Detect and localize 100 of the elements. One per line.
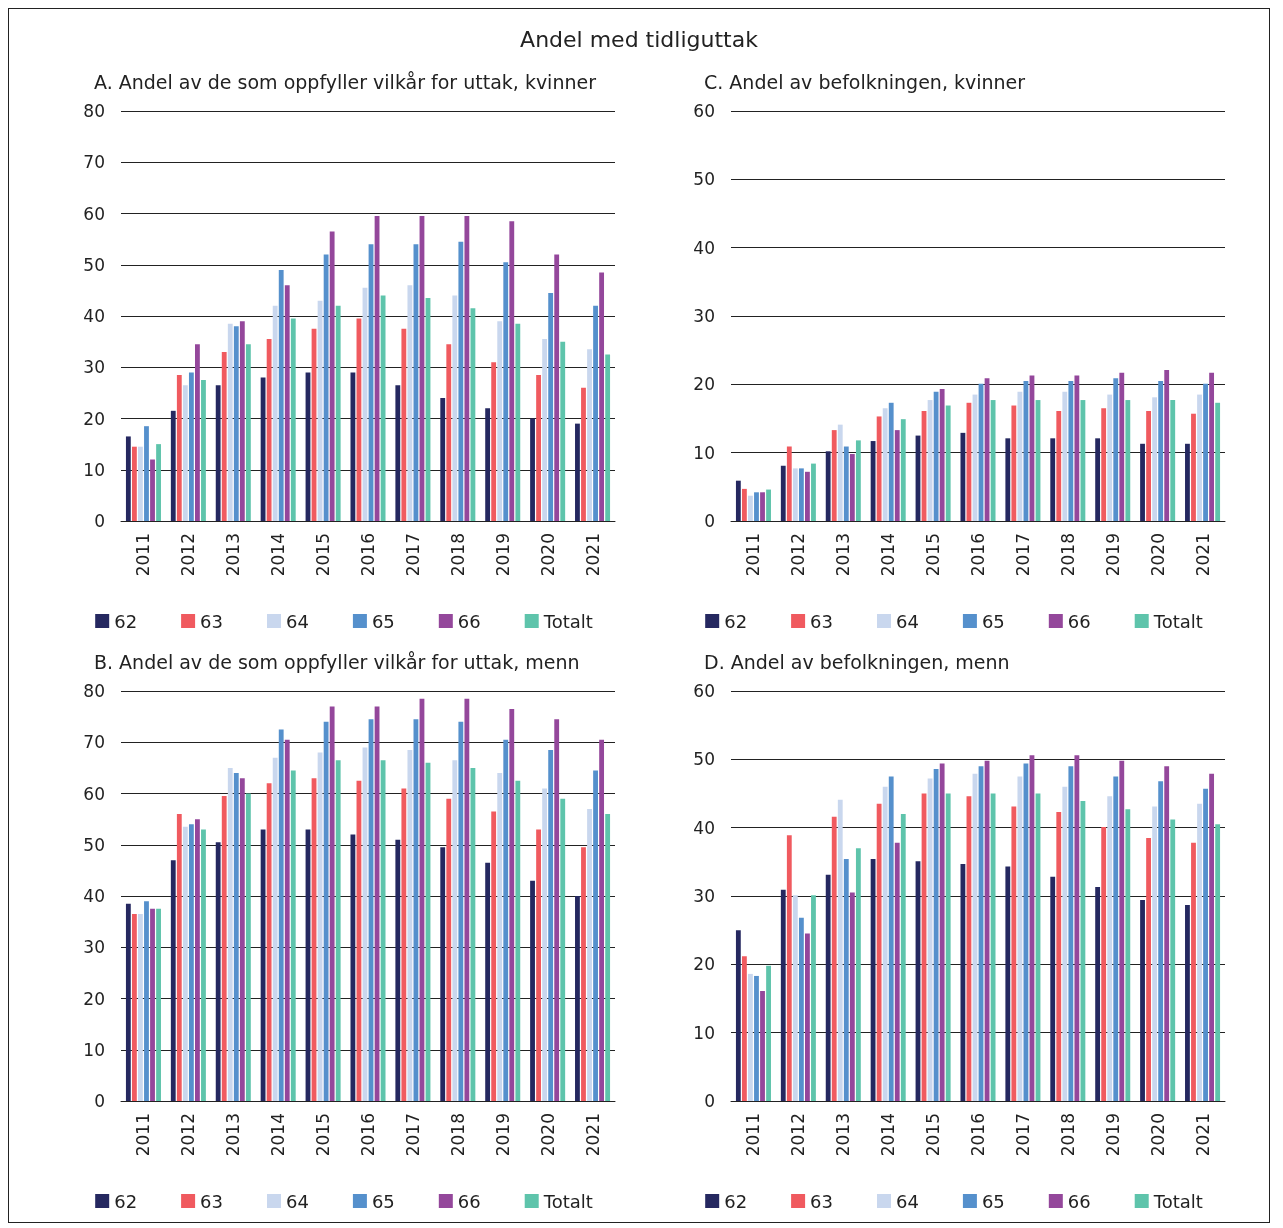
bar <box>542 339 548 521</box>
x-tick-label: 2016 <box>968 533 988 577</box>
x-tick-label: 2012 <box>178 1113 199 1157</box>
x-tick-label: 2020 <box>1147 1113 1168 1157</box>
bar <box>960 863 966 1101</box>
bar <box>605 354 611 521</box>
bar <box>780 465 786 521</box>
bar <box>215 842 221 1101</box>
x-tick-label: 2012 <box>788 533 809 577</box>
bar <box>1107 796 1113 1101</box>
y-tick-label: 10 <box>693 442 715 463</box>
bar <box>894 842 900 1101</box>
y-tick-label: 60 <box>693 101 715 121</box>
bar <box>485 862 491 1101</box>
bar <box>458 241 464 521</box>
bar <box>170 410 176 521</box>
bar <box>811 463 816 521</box>
bar <box>446 344 452 521</box>
bar <box>876 416 882 521</box>
bar <box>144 901 149 1101</box>
bar <box>1119 760 1125 1101</box>
bar <box>227 323 233 521</box>
x-tick-label: 2021 <box>1192 533 1213 577</box>
bar <box>1005 866 1011 1101</box>
x-tick-label: 2019 <box>492 533 513 577</box>
bar <box>395 385 401 521</box>
bar <box>1197 803 1202 1101</box>
bar <box>1197 394 1202 521</box>
bar <box>290 318 296 521</box>
y-tick-label: 10 <box>83 1039 105 1060</box>
bar <box>1152 806 1158 1101</box>
bar <box>1062 391 1068 521</box>
x-tick-label: 2011 <box>743 1113 764 1157</box>
bar <box>215 385 221 521</box>
bar <box>754 492 759 521</box>
y-tick-label: 0 <box>94 1091 105 1111</box>
bar <box>1170 819 1176 1101</box>
bar <box>491 811 497 1101</box>
bar <box>1152 397 1158 521</box>
bar <box>554 254 560 521</box>
y-tick-label: 30 <box>693 306 715 326</box>
bar <box>188 372 194 521</box>
bar <box>1056 410 1062 521</box>
legend-label: 63 <box>810 1190 833 1212</box>
bar <box>560 341 566 521</box>
bar <box>849 892 855 1101</box>
bar <box>548 749 554 1101</box>
bar <box>735 930 741 1101</box>
legend-label: 65 <box>981 1190 1005 1212</box>
x-tick-label: 2014 <box>878 533 899 577</box>
bar <box>1209 773 1215 1101</box>
x-tick-label: 2020 <box>537 1113 558 1157</box>
x-tick-label: 2013 <box>833 1113 854 1157</box>
bar <box>272 305 278 521</box>
bar <box>464 698 470 1101</box>
bar <box>1158 380 1164 521</box>
bar <box>176 814 182 1101</box>
bar <box>855 848 861 1101</box>
bar <box>407 749 413 1101</box>
bar <box>536 829 541 1101</box>
bar <box>939 763 945 1101</box>
bar <box>227 767 233 1101</box>
bar <box>284 285 290 521</box>
bar <box>1113 378 1119 521</box>
y-tick-label: 40 <box>83 306 105 326</box>
legend-label: Totalt <box>1152 1190 1203 1212</box>
x-tick-label: 2019 <box>1102 533 1123 577</box>
bar <box>536 374 541 521</box>
bar <box>1074 375 1080 521</box>
bar <box>599 272 605 521</box>
bar <box>542 788 548 1101</box>
bar <box>581 387 586 521</box>
bar <box>350 834 356 1101</box>
y-tick-label: 50 <box>83 834 105 855</box>
y-tick-label: 80 <box>83 681 105 701</box>
y-tick-label: 0 <box>704 1091 715 1111</box>
bar <box>1140 900 1145 1101</box>
bar <box>876 803 882 1101</box>
bar <box>825 451 831 521</box>
bar <box>1101 408 1107 521</box>
bar <box>843 446 849 521</box>
bar <box>323 254 329 521</box>
bar <box>1062 786 1068 1101</box>
y-tick-label: 30 <box>83 357 105 378</box>
legend-label: 62 <box>114 610 138 632</box>
bar <box>786 446 792 521</box>
legend-label: 65 <box>981 610 1005 632</box>
y-tick-label: 30 <box>693 886 715 906</box>
x-tick-label: 2015 <box>313 533 334 577</box>
legend-label: 62 <box>724 610 748 632</box>
bar <box>1170 400 1176 521</box>
bar <box>509 221 515 521</box>
x-tick-label: 2018 <box>1057 533 1078 577</box>
bar <box>792 895 798 1101</box>
bar <box>170 860 176 1101</box>
bar <box>221 796 227 1101</box>
x-tick-label: 2016 <box>358 533 378 577</box>
bar <box>195 344 200 521</box>
bar <box>144 426 149 521</box>
legend-label: 62 <box>114 1190 138 1212</box>
